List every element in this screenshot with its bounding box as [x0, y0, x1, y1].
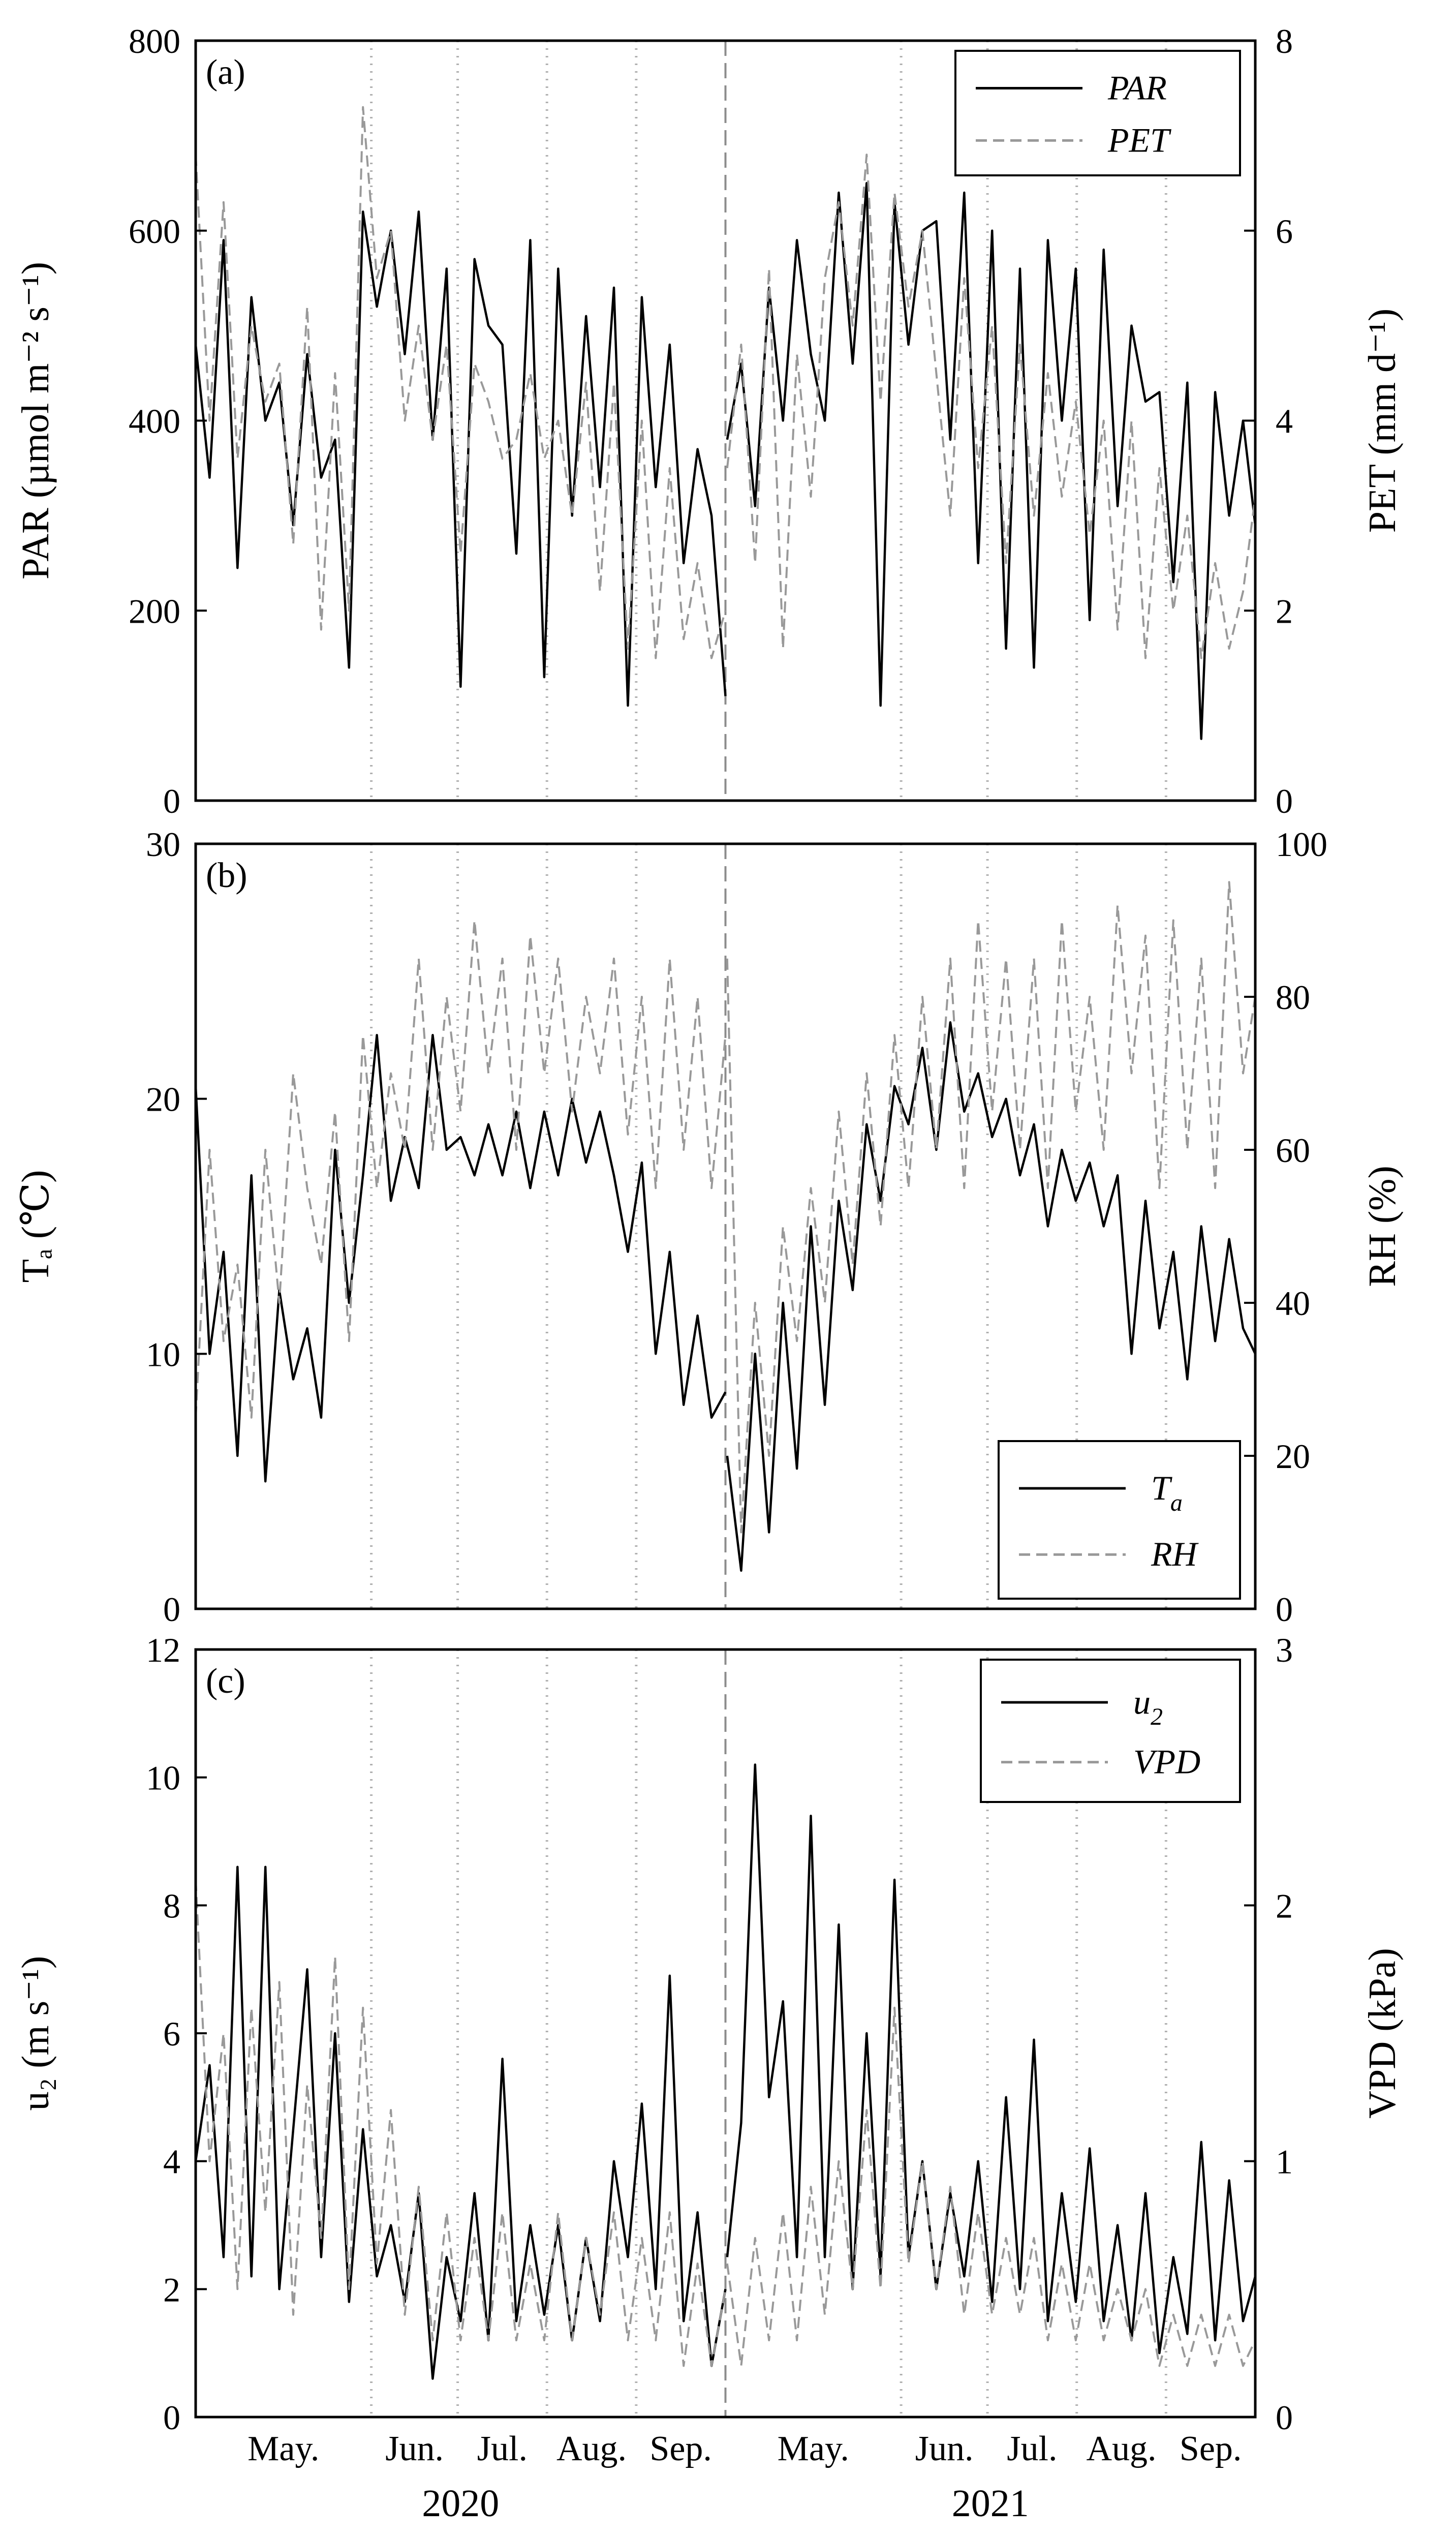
series-vpd-line	[195, 1879, 727, 2367]
y-right-tick-label: 8	[1276, 22, 1293, 60]
legend-box	[998, 1440, 1241, 1600]
y-left-tick-label: 10	[146, 1759, 180, 1797]
panel-label: (c)	[206, 1662, 245, 1701]
y-left-tick-label: 10	[146, 1335, 180, 1373]
legend-label: RH	[1151, 1535, 1199, 1573]
y-right-tick-label: 2	[1276, 1886, 1293, 1925]
legend-label: VPD	[1133, 1743, 1200, 1781]
month-label: Sep.	[649, 2429, 712, 2468]
y-left-tick-label: 600	[129, 212, 180, 251]
legend-label: PAR	[1107, 69, 1167, 107]
y-right-tick-label: 3	[1276, 1631, 1293, 1669]
month-label: Jul.	[1007, 2429, 1057, 2468]
y-right-tick-label: 40	[1276, 1284, 1310, 1323]
series-par-line	[194, 210, 727, 707]
panel-label: (a)	[206, 53, 245, 92]
y-right-axis-title: RH (%)	[1361, 1166, 1404, 1287]
legend: PAR PET	[954, 50, 1241, 176]
month-label: Aug.	[556, 2429, 627, 2468]
series-ta-line	[726, 1021, 1257, 1572]
y-left-tick-label: 0	[163, 2398, 180, 2437]
y-right-tick-label: 100	[1276, 825, 1327, 864]
y-left-tick-label: 400	[129, 402, 180, 441]
month-label: May.	[247, 2429, 319, 2468]
y-right-tick-label: 4	[1276, 402, 1293, 441]
y-left-tick-label: 4	[163, 2143, 180, 2181]
year-label: 2021	[952, 2482, 1029, 2525]
y-right-tick-label: 1	[1276, 2143, 1293, 2181]
y-left-tick-label: 20	[146, 1080, 180, 1119]
month-label: Sep.	[1180, 2429, 1242, 2468]
y-left-tick-label: 0	[163, 1590, 180, 1629]
y-left-tick-label: 2	[163, 2270, 180, 2309]
legend-label: u2	[1133, 1683, 1163, 1730]
y-right-tick-label: 0	[1276, 2398, 1293, 2437]
panel-1: 0 200 400 600 800 0 2 4 6 8 PAR (µmol m⁻² s⁻¹) PET …	[14, 22, 1404, 820]
y-left-tick-label: 8	[163, 1886, 180, 1925]
y-left-tick-label: 800	[129, 22, 180, 60]
legend: Ta RH	[998, 1440, 1241, 1600]
series-rh-line	[726, 881, 1256, 1534]
y-right-axis-title: PET (mm d⁻¹)	[1361, 309, 1404, 533]
y-left-tick-label: 200	[129, 592, 180, 630]
y-right-tick-label: 6	[1276, 212, 1293, 251]
series-vpd-line	[726, 2006, 1256, 2367]
y-left-tick-label: 6	[163, 2014, 180, 2053]
y-right-tick-label: 2	[1276, 592, 1293, 630]
panel-2: 0 10 20 30 0 20 40 60 80 100 Tₐ (℃) RH (%) (b) Ta RH	[14, 825, 1404, 1629]
y-right-tick-label: 0	[1276, 782, 1293, 820]
series-u2-line	[726, 1763, 1257, 2355]
month-label: Jun.	[385, 2429, 444, 2468]
legend-box	[980, 1659, 1241, 1803]
panel-label: (b)	[206, 856, 247, 895]
y-left-axis-title: Tₐ (℃)	[14, 1170, 57, 1283]
y-left-axis-title: u₂ (m s⁻¹)	[14, 1956, 57, 2111]
month-label: Jun.	[915, 2429, 974, 2468]
y-right-tick-label: 80	[1276, 978, 1310, 1017]
plot-frame	[194, 842, 1257, 1610]
legend-box	[954, 50, 1241, 176]
y-left-tick-label: 0	[163, 782, 180, 820]
y-right-tick-label: 0	[1276, 1590, 1293, 1629]
y-right-tick-label: 20	[1276, 1437, 1310, 1476]
y-left-tick-label: 30	[146, 825, 180, 864]
series-u2-line	[194, 1866, 727, 2380]
y-left-axis-title: PAR (µmol m⁻² s⁻¹)	[14, 262, 57, 579]
legend: u2 VPD	[980, 1659, 1241, 1803]
series-ta-line	[194, 1034, 727, 1483]
month-label: May.	[778, 2429, 849, 2468]
year-label: 2020	[422, 2482, 499, 2525]
month-label: Aug.	[1087, 2429, 1157, 2468]
series-par-line	[726, 182, 1257, 740]
series-pet-line	[195, 106, 727, 659]
month-label: Jul.	[477, 2429, 528, 2468]
y-right-tick-label: 60	[1276, 1131, 1310, 1170]
x-axis-labels: May. Jun. Jul. Aug. Sep. May. Jun. Jul. Aug. Sep.…	[247, 2429, 1242, 2525]
legend-label: Ta	[1151, 1469, 1183, 1516]
series-pet-line	[726, 154, 1256, 659]
y-right-axis-title: VPD (kPa)	[1361, 1948, 1404, 2119]
y-left-tick-label: 12	[146, 1631, 180, 1669]
legend-label: PET	[1107, 120, 1171, 159]
